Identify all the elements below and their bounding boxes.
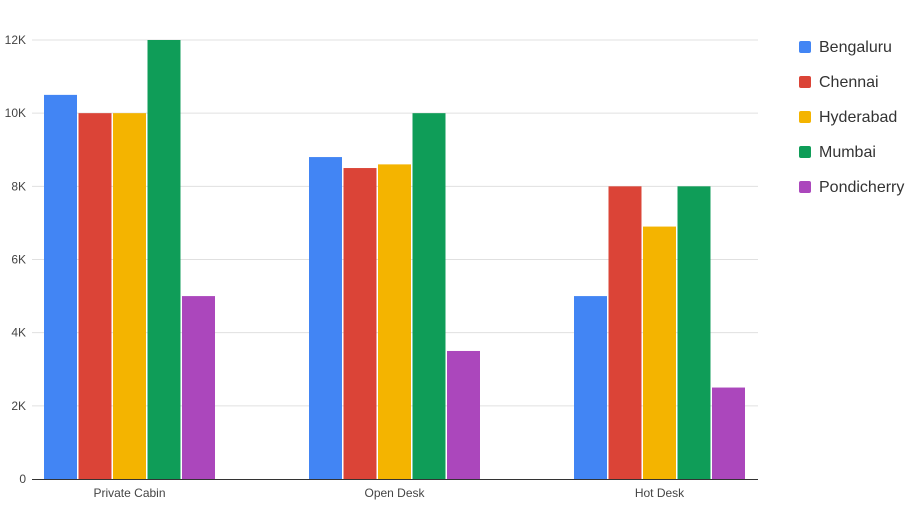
legend-label: Chennai [819,74,879,91]
y-tick-label: 0 [19,472,26,486]
bar-bengaluru-private-cabin [44,94,77,479]
legend-swatch [799,181,811,193]
legend-item-bengaluru: Bengaluru [799,38,904,73]
y-tick-label: 6K [11,253,26,267]
legend-label: Mumbai [819,144,876,161]
bar-pondicherry-private-cabin [182,296,215,479]
bar-chennai-hot-desk [608,186,642,480]
legend: Bengaluru Chennai Hyderabad Mumbai Pondicher… [799,38,904,213]
legend-item-chennai: Chennai [799,73,904,108]
bar-bengaluru-open-desk [309,157,342,480]
y-tick-label: 4K [11,326,26,340]
bar-mumbai-open-desk [412,113,446,480]
bar-chennai-open-desk [343,168,377,479]
legend-item-hyderabad: Hyderabad [799,108,904,143]
legend-item-mumbai: Mumbai [799,143,904,178]
legend-swatch [799,146,811,158]
legend-swatch [799,76,811,88]
bar-bengaluru-hot-desk [574,296,607,479]
bar-mumbai-hot-desk [677,186,711,480]
legend-swatch [799,41,811,53]
x-category-label: Hot Desk [635,486,685,500]
bar-hyderabad-open-desk [378,164,411,479]
bar-hyderabad-private-cabin [113,113,146,480]
legend-label: Hyderabad [819,109,898,126]
y-tick-label: 10K [5,106,26,120]
legend-swatch [799,111,811,123]
bar-pondicherry-hot-desk [712,387,745,479]
bar-mumbai-private-cabin [147,40,181,479]
bar-chennai-private-cabin [78,113,112,480]
x-category-label: Private Cabin [93,486,165,500]
bar-pondicherry-open-desk [447,350,480,479]
legend-label: Bengaluru [819,39,892,56]
bar-hyderabad-hot-desk [643,226,676,479]
legend-item-pondicherry: Pondicherry [799,178,904,213]
bars [44,40,745,480]
legend-label: Pondicherry [819,179,905,196]
x-axis-category-labels: Private Cabin Open Desk Hot Desk [93,486,685,500]
y-tick-label: 2K [11,399,26,413]
y-tick-label: 8K [11,179,26,193]
y-tick-label: 12K [5,33,26,47]
y-axis-tick-labels: 0 2K 4K 6K 8K 10K 12K [5,33,27,486]
x-category-label: Open Desk [364,486,425,500]
